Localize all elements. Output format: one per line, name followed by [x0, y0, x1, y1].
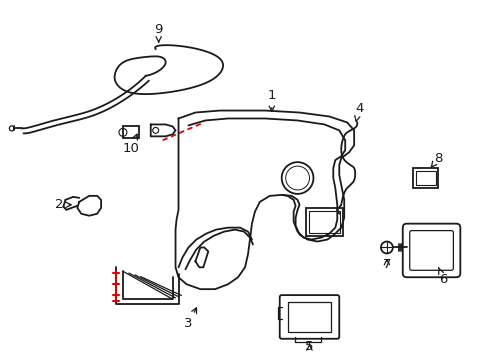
Bar: [412, 168, 438, 188]
Text: 10: 10: [122, 134, 139, 155]
Text: 4: 4: [354, 102, 363, 121]
Text: 8: 8: [430, 152, 442, 167]
Text: 6: 6: [438, 267, 447, 286]
Bar: [287, 302, 331, 332]
Text: 3: 3: [184, 308, 196, 330]
Bar: [308, 211, 340, 233]
Text: 7: 7: [382, 258, 390, 271]
Bar: [305, 208, 343, 235]
Text: 1: 1: [267, 89, 275, 111]
Text: 5: 5: [305, 340, 313, 353]
Bar: [122, 126, 139, 138]
Bar: [415, 171, 435, 185]
Text: 9: 9: [154, 23, 163, 42]
Text: 2: 2: [55, 198, 71, 211]
